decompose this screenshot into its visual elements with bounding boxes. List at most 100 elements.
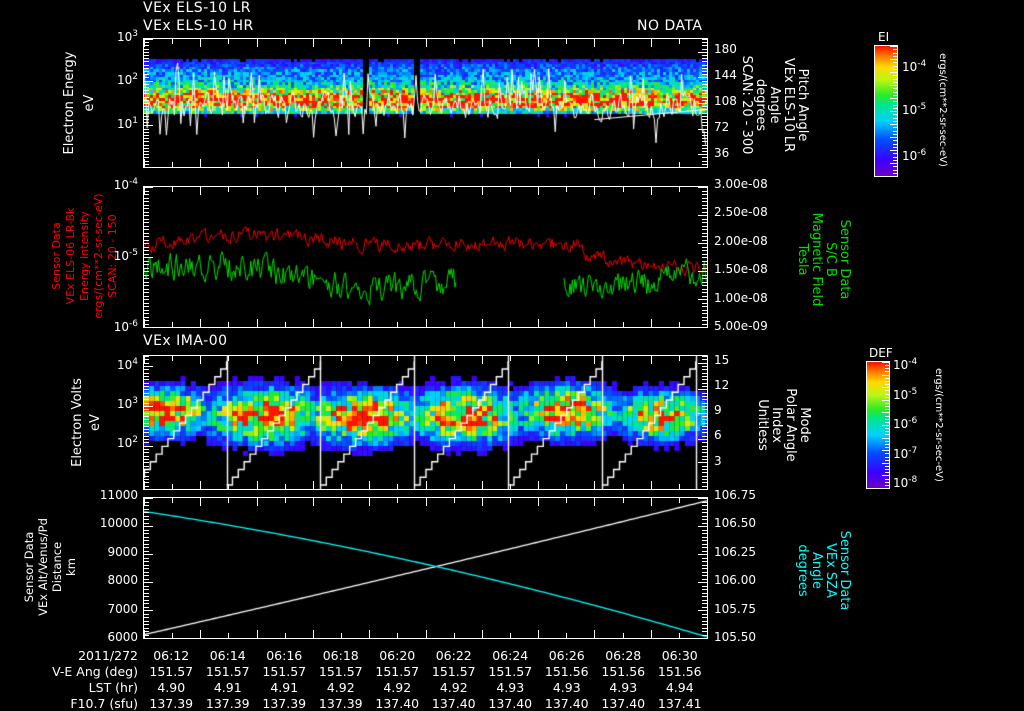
panel2-right-l3: Magnetic Field — [809, 212, 824, 307]
panel4-right-tick-0: 106.75 — [714, 488, 756, 502]
panel2-right-l1: Sensor Data — [837, 219, 852, 300]
panel3-left-label-2: eV — [88, 355, 103, 490]
panel4-right-label-1: Sensor Data — [837, 503, 852, 638]
bottom-table-f107-7: 137.40 — [544, 696, 589, 711]
bottom-table-time-7: 06:26 — [548, 648, 585, 663]
bottom-table-lst-5: 4.92 — [439, 680, 468, 695]
colorbar2 — [866, 361, 890, 489]
bottom-table-time-5: 06:22 — [435, 648, 472, 663]
bottom-table-time-9: 06:30 — [661, 648, 698, 663]
panel1-right-tick-0: 180 — [714, 42, 737, 56]
panel4-right-label-3: Angle — [809, 503, 824, 638]
panel1-left-axis-unit: eV — [82, 38, 97, 168]
panel4-left-tick-2: 9000 — [107, 544, 138, 559]
colorbar1-tick-0: 10-4 — [902, 59, 927, 75]
colorbar2-unit: ergs/(cm**2-sr-sec-eV) — [933, 356, 944, 494]
panel3-right-tick-3: 6 — [714, 428, 722, 443]
bottom-table-ve-ang-2: 151.57 — [262, 664, 307, 679]
colorbar1-tick-1: 10-5 — [902, 102, 927, 117]
panel1-right-axis-label-2: VEx ELS-10 LR — [781, 40, 796, 170]
panel1-plot — [143, 38, 708, 168]
colorbar2-tick-0: 10-4 — [893, 356, 918, 372]
panel1-right-axis-label-3: Angle — [767, 40, 782, 170]
bottom-table-f107-1: 137.39 — [205, 696, 250, 711]
colorbar2-tick-2: 10-6 — [893, 416, 918, 431]
panel1-right-tick-4: 36 — [714, 146, 730, 160]
no-data-label: NO DATA — [637, 18, 703, 34]
bottom-table-lst-2: 4.91 — [270, 680, 299, 695]
panel4-right-tick-5: 105.50 — [714, 630, 756, 644]
panel4-left-l1: Sensor Data — [22, 531, 36, 603]
panel2-left-l1: Sensor Data — [50, 222, 63, 290]
panel4-right-tick-4: 105.75 — [714, 601, 756, 616]
panel2-right-tick-3: 1.50e-08 — [714, 262, 768, 277]
panel2-left-label-3: Energy Intensity — [78, 182, 91, 330]
panel3-right-tick-1: 12 — [714, 377, 730, 392]
panel3-right-label-1: Mode — [797, 360, 812, 490]
panel2-right-tick-2: 2.00e-08 — [714, 233, 768, 248]
panel4-left-label-2: VEx Alt/Venus/Pd — [36, 493, 50, 641]
colorbar2-tick-4: 10-8 — [893, 474, 918, 490]
panel1-right-tick-3: 72 — [714, 120, 730, 134]
panel2-right-label-2: S/C B — [823, 192, 838, 327]
panel1-right-axis-label-4: degrees — [753, 40, 768, 170]
panel3-left-tick-0: 104 — [116, 356, 138, 372]
cb1-gradient — [875, 46, 897, 176]
panel2-right-label-3: Magnetic Field — [809, 192, 824, 327]
panel1-right-l2: VEx ELS-10 LR — [781, 57, 796, 153]
bottom-table-ve-ang-4: 151.57 — [375, 664, 420, 679]
panel1-right-l4: degrees — [753, 78, 768, 132]
colorbar1 — [874, 45, 898, 177]
panel3-right-l3: Index — [769, 407, 784, 443]
panel1-right-l5: SCAN: 20 - 300 — [739, 55, 754, 155]
panel4-left-l3: Distance — [50, 541, 64, 593]
bottom-table-ve-ang-7: 151.56 — [544, 664, 589, 679]
panel3-right-label-3: Index — [769, 360, 784, 490]
bottom-table-f107-5: 137.40 — [431, 696, 476, 711]
bottom-table-rowlabel-2: F10.7 (sfu) — [70, 696, 138, 711]
colorbar2-unit-text: ergs/(cm**2-sr-sec-eV) — [933, 368, 944, 482]
panel2-right-l2: S/C B — [823, 242, 838, 277]
bottom-table-lst-6: 4.93 — [496, 680, 525, 695]
bottom-table-rowlabel-0: V-E Ang (deg) — [52, 664, 138, 679]
panel3-right-l2: Polar Angle — [783, 388, 798, 462]
panel3-right-label-2: Polar Angle — [783, 360, 798, 490]
bottom-table-lst-8: 4.93 — [609, 680, 638, 695]
panel4-right-tick-2: 106.25 — [714, 544, 756, 559]
bottom-table-lst-7: 4.93 — [552, 680, 581, 695]
panel2-left-l3: Energy Intensity — [78, 211, 91, 301]
panel2-left-l4: ergs/(cm**2-sr-sec-eV) — [92, 193, 105, 319]
panel4-left-l2: VEx Alt/Venus/Pd — [36, 518, 50, 616]
panel2-right-tick-5: 5.00e-09 — [714, 319, 768, 333]
panel4-left-tick-4: 7000 — [107, 601, 138, 616]
panel1-left-tick-0: 103 — [116, 29, 138, 44]
panel3-right-label-4: Unitless — [755, 360, 770, 490]
colorbar1-tick-2: 10-6 — [902, 148, 927, 164]
panel2-right-tick-4: 1.00e-08 — [714, 290, 768, 305]
panel4-left-tick-3: 8000 — [107, 573, 138, 588]
panel3-title: VEx IMA-00 — [143, 333, 228, 349]
bottom-table-ve-ang-6: 151.57 — [488, 664, 533, 679]
bottom-table-ve-ang-9: 151.56 — [657, 664, 702, 679]
panel2-left-l2: VEx ELS-06 LR-Bk — [64, 207, 77, 305]
panel1-right-tick-2: 108 — [714, 94, 737, 108]
panel1-right-l1: Pitch Angle — [795, 68, 810, 142]
panel1-left-label-l1: Electron Energy — [62, 51, 77, 155]
panel2-left-label-4: ergs/(cm**2-sr-sec-eV) — [92, 182, 105, 330]
colorbar1-title: EI — [878, 30, 890, 44]
panel2-right-label-4: Tesla — [795, 192, 810, 327]
panel1-right-tick-1: 144 — [714, 68, 737, 82]
panel1-title-lr: VEx ELS-10 LR — [143, 0, 252, 16]
panel3-plot — [143, 355, 708, 490]
panel4-left-tick-5: 6000 — [107, 630, 138, 644]
colorbar2-title: DEF — [869, 346, 893, 360]
colorbar1-unit: ergs/(cm**2-sr-sec-eV) — [937, 40, 948, 180]
bottom-table-f107-0: 137.39 — [149, 696, 194, 711]
panel4-right-l3: Angle — [809, 552, 824, 589]
panel4-left-l4: km — [64, 558, 78, 576]
bottom-table-date: 2011/272 — [78, 648, 138, 663]
panel2-left-tick-2: 10-6 — [113, 319, 138, 334]
bottom-table-lst-1: 4.91 — [213, 680, 242, 695]
panel4-right-label-2: VEx SZA — [823, 503, 838, 638]
panel1-left-unit: eV — [82, 94, 97, 112]
